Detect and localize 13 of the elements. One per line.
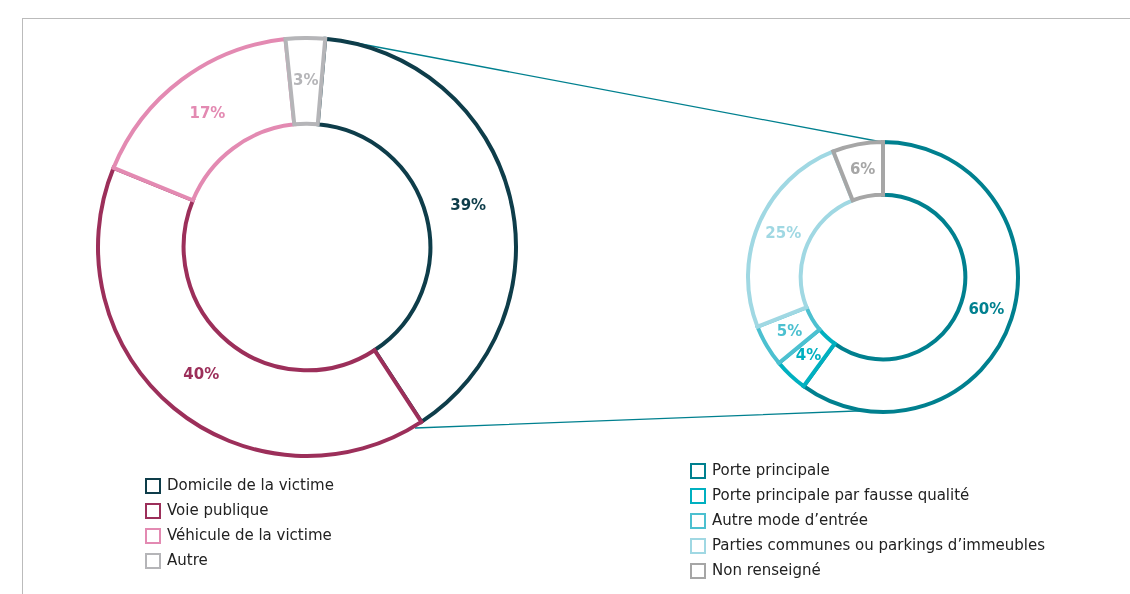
data-label: 17% <box>189 103 226 122</box>
legend-label: Non renseigné <box>712 560 821 581</box>
legend-label: Voie publique <box>167 500 269 521</box>
data-label: 40% <box>183 365 220 384</box>
legend-label: Porte principale <box>712 460 830 481</box>
legend-label: Autre mode d’entrée <box>712 510 868 531</box>
legend-label: Domicile de la victime <box>167 475 334 496</box>
data-label: 60% <box>968 300 1005 319</box>
legend-label: Véhicule de la victime <box>167 525 332 546</box>
data-label: 3% <box>292 70 319 89</box>
legend-label: Parties communes ou parkings d’immeubles <box>712 535 1046 556</box>
legend-label: Autre <box>167 550 208 571</box>
legend-label: Porte principale par fausse qualité <box>712 485 970 506</box>
